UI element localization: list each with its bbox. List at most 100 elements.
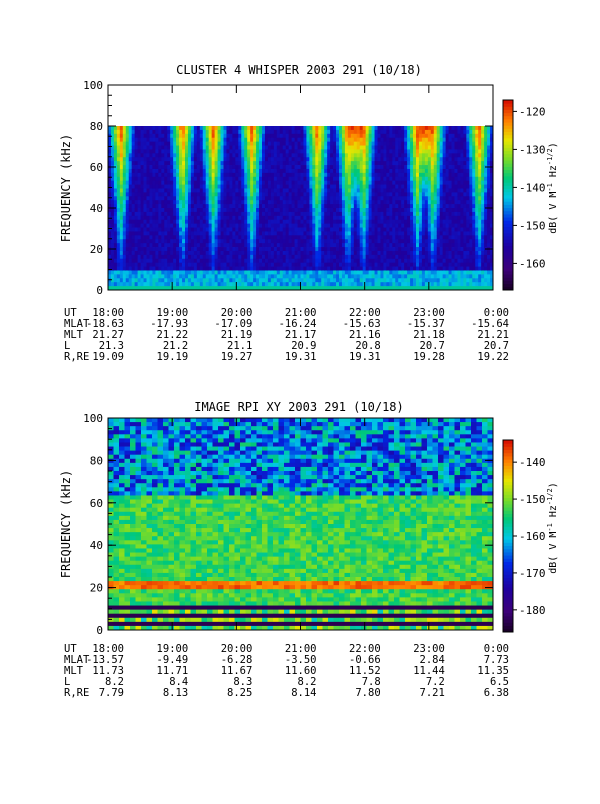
spectrogram-cell [424, 219, 429, 225]
spectrogram-cell [196, 227, 201, 232]
spectrogram-cell [333, 254, 337, 260]
spectrogram-cell [208, 286, 213, 291]
spectrogram-cell [371, 180, 375, 185]
spectrogram-cell [398, 227, 402, 232]
spectrogram-cell [398, 180, 402, 185]
spectrogram-cell [108, 137, 112, 143]
spectrogram-cell [285, 172, 290, 178]
spectrogram-cell [108, 141, 112, 146]
spectrogram-cell [336, 239, 340, 244]
spectrogram-cell [410, 153, 414, 158]
spectrogram-cell [179, 188, 183, 193]
spectrogram-cell [427, 180, 432, 185]
spectrogram-cell [306, 258, 310, 264]
spectrogram-cell [407, 196, 411, 201]
spectrogram-cell [327, 133, 331, 139]
spectrogram-cell [368, 165, 372, 170]
spectrogram-cell [116, 172, 121, 178]
spectrogram-cell [380, 231, 384, 236]
spectrogram-cell [318, 165, 322, 170]
spectrogram-cell [253, 165, 257, 170]
spectrogram-cell [454, 278, 458, 283]
spectrogram-cell [341, 235, 346, 240]
spectrogram-cell [424, 188, 429, 193]
spectrogram-cell [359, 145, 364, 150]
spectrogram-cell [137, 274, 141, 279]
spectrogram-cell [214, 172, 218, 178]
spectrogram-cell [134, 149, 139, 154]
spectrogram-cell [262, 258, 266, 264]
spectrogram-cell [190, 176, 195, 182]
spectrogram-cell [300, 176, 304, 182]
spectrogram-cell [315, 168, 319, 174]
spectrogram-cell [315, 204, 319, 209]
spectrogram-cell [401, 137, 405, 143]
spectrogram-cell [220, 208, 224, 213]
spectrogram-cell [454, 286, 458, 291]
spectrogram-cell [143, 172, 147, 178]
spectrogram-cell [262, 133, 266, 139]
spectrogram-cell [383, 157, 387, 162]
spectrogram-cell [398, 274, 402, 279]
spectrogram-cell [457, 270, 461, 275]
spectrogram-cell [303, 227, 307, 232]
spectrogram-cell [407, 266, 411, 271]
spectrogram-cell [176, 247, 180, 252]
spectrogram-cell [392, 126, 396, 131]
spectrogram-cell [119, 172, 124, 178]
spectrogram-cell [421, 274, 426, 279]
spectrogram-cell [451, 262, 455, 267]
spectrogram-cell [285, 235, 290, 240]
spectrogram-cell [238, 231, 242, 236]
spectrogram-cell [270, 215, 275, 221]
spectrogram-cell [279, 172, 284, 178]
spectrogram-cell [134, 137, 139, 143]
spectrogram-cell [439, 250, 444, 256]
spectrogram-cell [368, 149, 372, 154]
spectrogram-cell [350, 219, 355, 225]
spectrogram-cell [202, 149, 207, 154]
spectrogram-cell [164, 258, 168, 264]
spectrogram-cell [276, 227, 281, 232]
spectrogram-cell [309, 247, 313, 252]
spectrogram-cell [185, 231, 189, 236]
spectrogram-cell [371, 215, 375, 221]
spectrogram-cell [418, 286, 423, 291]
spectrogram-cell [256, 219, 260, 225]
spectrogram-cell [297, 243, 301, 248]
spectrogram-cell [152, 262, 156, 267]
spectrogram-cell [327, 172, 331, 178]
spectrogram-cell [401, 254, 405, 260]
spectrogram-cell [116, 129, 121, 135]
spectrogram-cell [288, 137, 293, 143]
spectrogram-cell [347, 243, 352, 248]
spectrogram-cell [187, 168, 192, 174]
spectrogram-cell [146, 188, 150, 193]
spectrogram-cell [368, 168, 372, 174]
spectrogram-cell [300, 286, 304, 291]
spectrogram-cell [125, 243, 130, 248]
spectrogram-cell [368, 266, 372, 271]
spectrogram-cell [436, 282, 441, 287]
spectrogram-cell [309, 227, 313, 232]
spectrogram-cell [270, 262, 275, 267]
spectrogram-cell [256, 153, 260, 158]
spectrogram-cell [418, 266, 423, 271]
spectrogram-cell [362, 168, 367, 174]
spectrogram-cell [448, 153, 452, 158]
spectrogram-cell [377, 258, 381, 264]
spectrogram-cell [259, 161, 263, 166]
spectrogram-cell [398, 133, 402, 139]
spectrogram-cell [454, 262, 458, 267]
spectrogram-cell [152, 133, 156, 139]
spectrogram-cell [173, 270, 177, 275]
spectrogram-cell [276, 239, 281, 244]
spectrogram-cell [365, 227, 370, 232]
spectrogram-cell [448, 161, 452, 166]
spectrogram-cell [140, 129, 144, 135]
spectrogram-cell [241, 145, 245, 150]
spectrogram-cell [427, 149, 432, 154]
spectrogram-cell [122, 239, 127, 244]
spectrogram-cell [190, 235, 195, 240]
spectrogram-cell [439, 208, 444, 213]
